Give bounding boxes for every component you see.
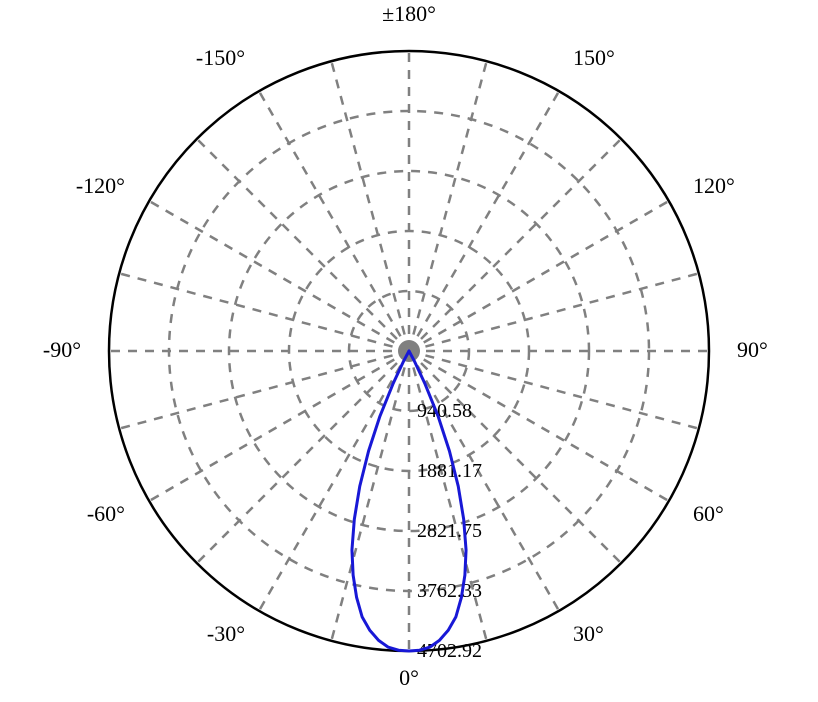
grid-spoke <box>197 139 409 351</box>
grid-spoke <box>409 61 487 351</box>
angle-tick-label: -150° <box>196 45 245 70</box>
grid-spoke <box>409 91 559 351</box>
angle-tick-label: 30° <box>573 621 604 646</box>
angle-tick-label: -30° <box>207 621 245 646</box>
polar-chart: ±180° -150° -120° -90° -60° -30° 0° 30° 60° 90° 12… <box>0 0 818 702</box>
grid-spoke <box>259 351 409 611</box>
grid-spoke <box>331 351 409 641</box>
radial-tick-label: 3762.33 <box>417 580 482 602</box>
grid-spoke <box>409 139 621 351</box>
grid-spoke <box>149 201 409 351</box>
radial-labels: 940.58 1881.17 2821.75 3762.33 4702.92 <box>417 400 482 662</box>
grid-spoke <box>197 351 409 563</box>
angle-tick-label: -120° <box>76 173 125 198</box>
grid-spoke <box>331 61 409 351</box>
angle-tick-label: 60° <box>693 501 724 526</box>
radial-tick-label: 940.58 <box>417 400 472 422</box>
radial-tick-label: 2821.75 <box>417 520 482 542</box>
radial-tick-label: 4702.92 <box>417 640 482 662</box>
angle-tick-label: 120° <box>693 173 735 198</box>
angle-tick-label: ±180° <box>382 1 436 26</box>
grid-spoke <box>119 273 409 351</box>
angle-tick-label: -60° <box>87 501 125 526</box>
grid-spoke <box>259 91 409 351</box>
angle-tick-label: 90° <box>737 337 768 362</box>
radial-tick-label: 1881.17 <box>417 460 482 482</box>
grid-spoke <box>149 351 409 501</box>
grid-spoke <box>119 351 409 429</box>
angle-tick-label: 0° <box>399 665 419 690</box>
grid-spoke <box>409 273 699 351</box>
angle-tick-label: 150° <box>573 45 615 70</box>
angle-tick-label: -90° <box>43 337 81 362</box>
grid-spoke <box>409 201 669 351</box>
